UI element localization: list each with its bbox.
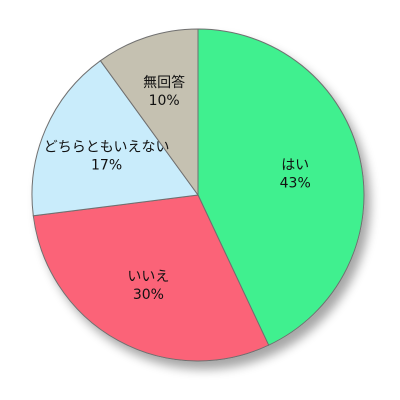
slice-percent-iie: 30%: [133, 287, 164, 303]
pie-slice-iie: [32, 194, 270, 362]
slice-percent-dochira: 17%: [91, 157, 122, 173]
slice-label-mukaitou: 無回答: [143, 74, 185, 91]
slice-label-hai: はい: [281, 157, 309, 173]
pie-slices: [31, 28, 365, 362]
pie-slice-dochira: [31, 60, 199, 217]
pie-labels: はい 43% いいえ 30% どちらともいえない 17% 無回答 10%: [44, 74, 311, 303]
slice-percent-mukaitou: 10%: [149, 93, 180, 109]
pie-slice-hai: [197, 28, 365, 346]
slice-label-dochira: どちらともいえない: [44, 139, 170, 155]
pie-slice-mukaitou: [99, 28, 199, 197]
slice-percent-hai: 43%: [280, 175, 311, 191]
slice-label-iie: いいえ: [127, 269, 169, 285]
